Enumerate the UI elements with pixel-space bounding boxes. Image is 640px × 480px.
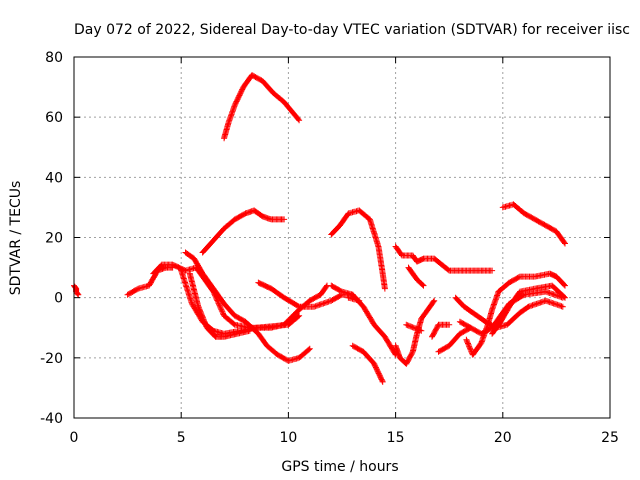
data-track	[435, 324, 474, 355]
chart-title: Day 072 of 2022, Sidereal Day-to-day VTE…	[74, 22, 630, 38]
y-tick-label: 80	[45, 50, 63, 66]
data-track	[345, 294, 363, 304]
x-tick-label: 0	[70, 430, 79, 446]
data-track	[405, 264, 427, 289]
data-track	[403, 321, 425, 334]
y-tick-label: -40	[40, 411, 63, 427]
data-point-markers	[392, 243, 496, 274]
data-point-markers	[405, 264, 427, 289]
data-track	[186, 270, 253, 340]
y-tick-label: -20	[40, 351, 63, 367]
data-marks	[71, 72, 568, 385]
data-point-markers	[255, 279, 356, 310]
data-track	[328, 207, 388, 292]
data-track	[182, 249, 313, 364]
y-tick-label: 20	[45, 231, 63, 247]
x-tick-label: 20	[494, 430, 512, 446]
data-track	[463, 270, 568, 358]
y-tick-label: 60	[45, 110, 63, 126]
data-track	[221, 72, 303, 142]
data-point-markers	[71, 282, 82, 298]
grid-lines	[74, 57, 610, 418]
data-point-markers	[124, 264, 176, 298]
data-point-markers	[328, 207, 388, 292]
data-point-markers	[499, 201, 568, 247]
x-axis-label: GPS time / hours	[281, 459, 398, 475]
y-axis-label: SDTVAR / TECUs	[8, 181, 24, 296]
data-point-markers	[392, 297, 438, 367]
data-track	[489, 282, 568, 337]
y-tick-label: 0	[54, 291, 63, 307]
data-track	[255, 279, 356, 310]
data-point-markers	[186, 270, 253, 340]
data-track	[199, 207, 288, 256]
data-point-markers	[349, 342, 386, 385]
data-track	[349, 342, 386, 385]
data-point-markers	[199, 207, 288, 256]
data-point-markers	[221, 72, 303, 142]
x-tick-label: 5	[177, 430, 186, 446]
data-point-markers	[182, 249, 313, 364]
x-tick-label: 10	[279, 430, 297, 446]
data-point-markers	[463, 270, 568, 358]
data-track	[499, 201, 568, 247]
x-tick-label: 25	[601, 430, 619, 446]
data-point-markers	[435, 324, 474, 355]
data-point-markers	[429, 321, 453, 340]
data-point-markers	[489, 282, 568, 337]
data-track	[392, 243, 496, 274]
data-point-markers	[345, 294, 363, 304]
data-track	[71, 282, 82, 298]
axis-ticks: 0 5 10 15 20 25 -40 -20 0 20 40 60 80	[40, 50, 619, 446]
x-tick-label: 15	[387, 430, 405, 446]
data-point-markers	[403, 321, 425, 334]
data-track	[392, 297, 438, 367]
y-tick-label: 40	[45, 170, 63, 186]
data-track	[429, 321, 453, 340]
data-track	[124, 264, 176, 298]
